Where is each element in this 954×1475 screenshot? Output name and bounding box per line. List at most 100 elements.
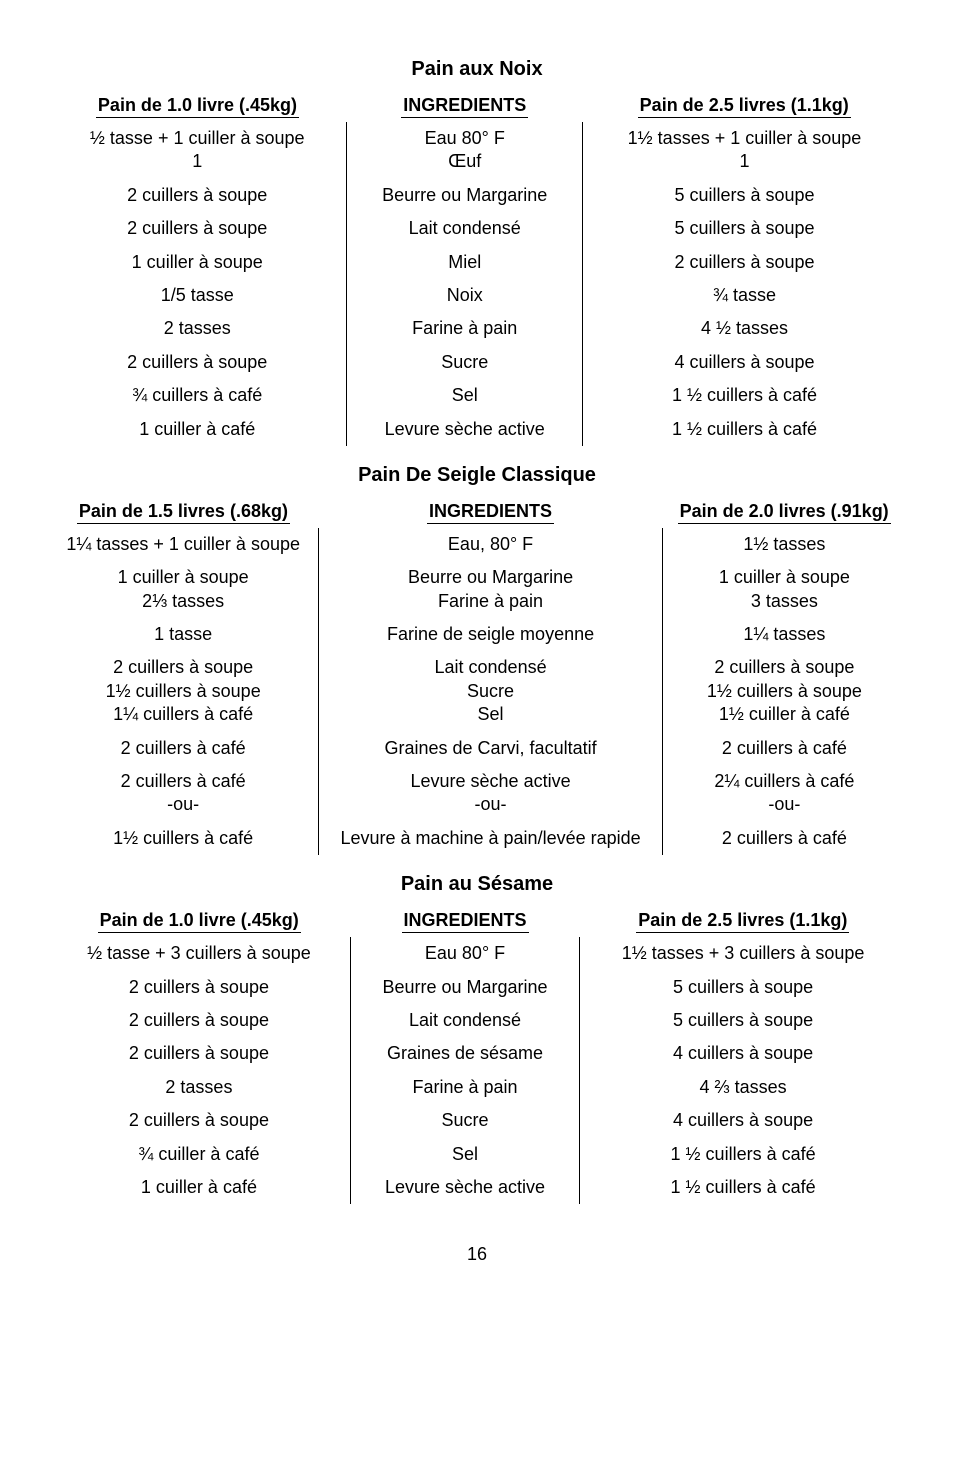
table-cell: 2 tasses: [48, 1071, 350, 1104]
table-cell: 2 cuillers à soupe1½ cuillers à soupe1¼ …: [48, 651, 319, 731]
table-row: 2 cuillers à soupeGraines de sésame4 cui…: [48, 1037, 906, 1070]
table-cell: 5 cuillers à soupe: [582, 179, 906, 212]
table-row: 2 tassesFarine à pain4 ½ tasses: [48, 312, 906, 345]
table-cell: 2 cuillers à soupe: [582, 246, 906, 279]
table-row: 1 cuiller à caféLevure sèche active1 ½ c…: [48, 1171, 906, 1204]
table-row: 1¼ tasses + 1 cuiller à soupeEau, 80° F1…: [48, 528, 906, 561]
table-cell: Beurre ou Margarine: [347, 179, 583, 212]
table-cell: Beurre ou Margarine: [350, 971, 579, 1004]
table-cell: 1 ½ cuillers à café: [582, 413, 906, 446]
table-cell: 2 cuillers à soupe: [48, 1037, 350, 1070]
table-cell: Eau 80° FŒuf: [347, 122, 583, 179]
table-header: Pain de 1.5 livres (.68kg): [48, 497, 319, 528]
table-cell: 2 cuillers à soupe: [48, 179, 347, 212]
table-cell: ¾ cuillers à café: [48, 379, 347, 412]
table-cell: 1 ½ cuillers à café: [580, 1171, 906, 1204]
table-cell: ½ tasse + 1 cuiller à soupe1: [48, 122, 347, 179]
table-cell: 5 cuillers à soupe: [580, 971, 906, 1004]
table-header: Pain de 2.5 livres (1.1kg): [582, 91, 906, 122]
table-cell: 1 cuiller à soupe2⅓ tasses: [48, 561, 319, 618]
table-row: ½ tasse + 3 cuillers à soupeEau 80° F1½ …: [48, 937, 906, 970]
table-cell: 5 cuillers à soupe: [580, 1004, 906, 1037]
table-cell: 1 cuiller à soupe3 tasses: [662, 561, 906, 618]
table-cell: Farine à pain: [347, 312, 583, 345]
recipe-table: Pain de 1.0 livre (.45kg)INGREDIENTSPain…: [48, 91, 906, 446]
table-cell: 2 cuillers à soupe: [48, 346, 347, 379]
table-cell: 2 cuillers à soupe1½ cuillers à soupe1½ …: [662, 651, 906, 731]
recipe-title: Pain au Sésame: [48, 873, 906, 896]
page-number: 16: [48, 1244, 906, 1265]
table-cell: 1 tasse: [48, 618, 319, 651]
table-cell: 2 tasses: [48, 312, 347, 345]
table-cell: 1 cuiller à café: [48, 1171, 350, 1204]
recipes-container: Pain aux NoixPain de 1.0 livre (.45kg)IN…: [48, 58, 906, 1204]
table-row: 1 cuiller à soupeMiel2 cuillers à soupe: [48, 246, 906, 279]
recipe-title: Pain aux Noix: [48, 58, 906, 81]
table-row: ¾ cuiller à caféSel1 ½ cuillers à café: [48, 1138, 906, 1171]
table-cell: 2 cuillers à café: [48, 732, 319, 765]
table-cell: 2 cuillers à soupe: [48, 1004, 350, 1037]
table-cell: 2 cuillers à café: [662, 732, 906, 765]
table-header: INGREDIENTS: [347, 91, 583, 122]
table-cell: 1/5 tasse: [48, 279, 347, 312]
table-row: 2 cuillers à soupeLait condensé5 cuiller…: [48, 212, 906, 245]
table-row: 2 cuillers à caféGraines de Carvi, facul…: [48, 732, 906, 765]
table-cell: Beurre ou MargarineFarine à pain: [319, 561, 662, 618]
table-row: 2 cuillers à café-ou-Levure sèche active…: [48, 765, 906, 822]
table-cell: 2 cuillers à soupe: [48, 971, 350, 1004]
table-header: Pain de 1.0 livre (.45kg): [48, 91, 347, 122]
table-cell: ½ tasse + 3 cuillers à soupe: [48, 937, 350, 970]
table-cell: 1¼ tasses: [662, 618, 906, 651]
table-row: 1 cuiller à caféLevure sèche active1 ½ c…: [48, 413, 906, 446]
table-cell: 1 ½ cuillers à café: [580, 1138, 906, 1171]
table-cell: 1 ½ cuillers à café: [582, 379, 906, 412]
table-row: 2 cuillers à soupeBeurre ou Margarine5 c…: [48, 179, 906, 212]
table-row: 1 tasseFarine de seigle moyenne1¼ tasses: [48, 618, 906, 651]
table-cell: 1½ tasses + 1 cuiller à soupe1: [582, 122, 906, 179]
table-cell: 5 cuillers à soupe: [582, 212, 906, 245]
table-row: 2 cuillers à soupeSucre4 cuillers à soup…: [48, 346, 906, 379]
table-header: Pain de 1.0 livre (.45kg): [48, 906, 350, 937]
table-cell: Lait condensé: [350, 1004, 579, 1037]
table-cell: 2 cuillers à café: [662, 822, 906, 855]
table-cell: Noix: [347, 279, 583, 312]
table-row: ½ tasse + 1 cuiller à soupe1Eau 80° FŒuf…: [48, 122, 906, 179]
table-cell: 2 cuillers à soupe: [48, 1104, 350, 1137]
table-row: 1/5 tasseNoix¾ tasse: [48, 279, 906, 312]
table-cell: Lait condenséSucreSel: [319, 651, 662, 731]
table-row: 2 cuillers à soupeLait condensé5 cuiller…: [48, 1004, 906, 1037]
table-row: ¾ cuillers à caféSel1 ½ cuillers à café: [48, 379, 906, 412]
table-cell: Sucre: [350, 1104, 579, 1137]
table-cell: Levure sèche active: [347, 413, 583, 446]
table-cell: Eau, 80° F: [319, 528, 662, 561]
table-cell: 4 ½ tasses: [582, 312, 906, 345]
table-cell: 1½ tasses: [662, 528, 906, 561]
table-cell: Lait condensé: [347, 212, 583, 245]
recipe-title: Pain De Seigle Classique: [48, 464, 906, 487]
table-cell: ¾ tasse: [582, 279, 906, 312]
table-header: Pain de 2.5 livres (1.1kg): [580, 906, 906, 937]
recipe-table: Pain de 1.0 livre (.45kg)INGREDIENTSPain…: [48, 906, 906, 1204]
table-row: 1 cuiller à soupe2⅓ tassesBeurre ou Marg…: [48, 561, 906, 618]
table-cell: Levure à machine à pain/levée rapide: [319, 822, 662, 855]
table-cell: 2¼ cuillers à café-ou-: [662, 765, 906, 822]
table-cell: Graines de Carvi, facultatif: [319, 732, 662, 765]
table-cell: 1¼ tasses + 1 cuiller à soupe: [48, 528, 319, 561]
table-cell: Farine à pain: [350, 1071, 579, 1104]
table-row: 2 cuillers à soupeSucre4 cuillers à soup…: [48, 1104, 906, 1137]
table-cell: Graines de sésame: [350, 1037, 579, 1070]
table-cell: Levure sèche active-ou-: [319, 765, 662, 822]
table-cell: 4 ⅔ tasses: [580, 1071, 906, 1104]
table-cell: Levure sèche active: [350, 1171, 579, 1204]
table-cell: 2 cuillers à soupe: [48, 212, 347, 245]
table-row: 2 cuillers à soupe1½ cuillers à soupe1¼ …: [48, 651, 906, 731]
table-row: 2 cuillers à soupeBeurre ou Margarine5 c…: [48, 971, 906, 1004]
table-row: 2 tassesFarine à pain4 ⅔ tasses: [48, 1071, 906, 1104]
table-cell: 1 cuiller à soupe: [48, 246, 347, 279]
table-header: Pain de 2.0 livres (.91kg): [662, 497, 906, 528]
table-cell: 1 cuiller à café: [48, 413, 347, 446]
table-cell: Sel: [350, 1138, 579, 1171]
table-row: 1½ cuillers à caféLevure à machine à pai…: [48, 822, 906, 855]
table-cell: 2 cuillers à café-ou-: [48, 765, 319, 822]
table-cell: Sel: [347, 379, 583, 412]
